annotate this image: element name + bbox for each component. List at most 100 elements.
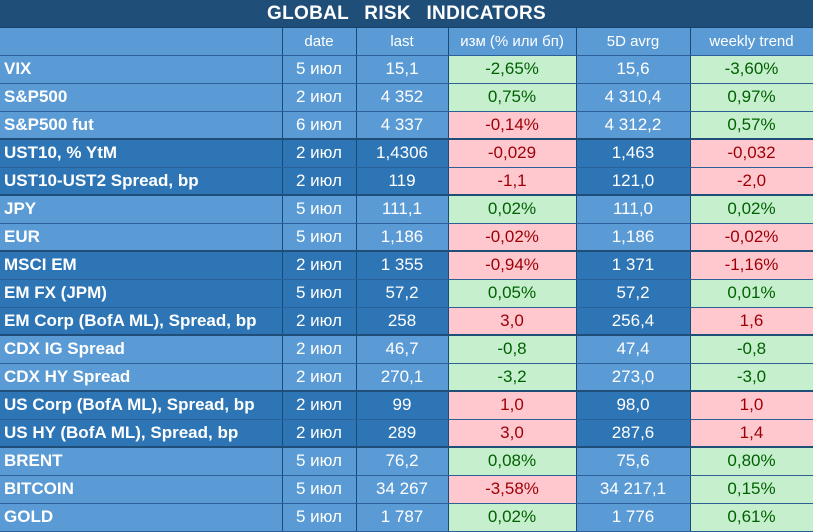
weekly-trend-cell: -0,02% [690,223,813,252]
table-row: UST10, % YtM 2 июл 1,4306 -0,029 1,463 -0,032 [0,138,813,168]
change-cell: -3,2 [448,363,577,392]
indicator-name-cell: CDX IG Spread [0,334,283,364]
five-day-avg-cell: 4 310,4 [576,83,691,112]
five-day-avg-cell: 121,0 [576,167,691,196]
indicator-name-cell: S&P500 fut [0,111,283,140]
weekly-trend-cell: 0,57% [690,111,813,140]
date-cell: 2 июл [282,250,357,280]
table-row: EUR 5 июл 1,186 -0,02% 1,186 -0,02% [0,223,813,252]
date-cell: 2 июл [282,138,357,168]
col-header-change: изм (% или бп) [448,28,577,56]
weekly-trend-cell: 0,15% [690,475,813,504]
indicator-name-cell: BITCOIN [0,475,283,504]
table-row: JPY 5 июл 111,1 0,02% 111,0 0,02% [0,194,813,224]
indicator-name-cell: MSCI EM [0,250,283,280]
last-value-cell: 99 [356,390,449,420]
col-header-weekly-trend: weekly trend [690,28,813,56]
weekly-trend-cell: -3,60% [690,55,813,84]
change-cell: -3,58% [448,475,577,504]
change-cell: 0,05% [448,279,577,308]
weekly-trend-cell: 0,97% [690,83,813,112]
date-cell: 2 июл [282,334,357,364]
last-value-cell: 119 [356,167,449,196]
change-cell: 0,02% [448,503,577,532]
weekly-trend-cell: 1,6 [690,307,813,336]
date-cell: 6 июл [282,111,357,140]
table-row: BITCOIN 5 июл 34 267 -3,58% 34 217,1 0,15% [0,475,813,504]
five-day-avg-cell: 34 217,1 [576,475,691,504]
header-row: date last изм (% или бп) 5D avrg weekly … [0,28,813,56]
weekly-trend-cell: -0,8 [690,334,813,364]
weekly-trend-cell: -2,0 [690,167,813,196]
date-cell: 2 июл [282,419,357,448]
indicator-name-cell: UST10, % YtM [0,138,283,168]
change-cell: 3,0 [448,419,577,448]
date-cell: 2 июл [282,83,357,112]
weekly-trend-cell: 1,0 [690,390,813,420]
col-header-date: date [282,28,357,56]
last-value-cell: 15,1 [356,55,449,84]
date-cell: 2 июл [282,390,357,420]
five-day-avg-cell: 1 371 [576,250,691,280]
date-cell: 5 июл [282,503,357,532]
table-row: CDX IG Spread 2 июл 46,7 -0,8 47,4 -0,8 [0,334,813,364]
last-value-cell: 46,7 [356,334,449,364]
table-row: UST10-UST2 Spread, bp 2 июл 119 -1,1 121,0 -2… [0,167,813,196]
sheet-title: GLOBAL RISK INDICATORS [0,0,813,28]
date-cell: 5 июл [282,475,357,504]
table-row: EM Corp (BofA ML), Spread, bp 2 июл 258 3,0… [0,307,813,336]
table-row: VIX 5 июл 15,1 -2,65% 15,6 -3,60% [0,55,813,84]
indicator-name-cell: GOLD [0,503,283,532]
last-value-cell: 76,2 [356,446,449,476]
indicator-name-cell: EM Corp (BofA ML), Spread, bp [0,307,283,336]
date-cell: 5 июл [282,446,357,476]
change-cell: -0,02% [448,223,577,252]
indicator-name-cell: US Corp (BofA ML), Spread, bp [0,390,283,420]
five-day-avg-cell: 1 776 [576,503,691,532]
five-day-avg-cell: 256,4 [576,307,691,336]
last-value-cell: 258 [356,307,449,336]
date-cell: 5 июл [282,279,357,308]
col-header-last: last [356,28,449,56]
indicator-name-cell: UST10-UST2 Spread, bp [0,167,283,196]
five-day-avg-cell: 47,4 [576,334,691,364]
change-cell: -0,94% [448,250,577,280]
last-value-cell: 111,1 [356,194,449,224]
change-cell: -0,8 [448,334,577,364]
five-day-avg-cell: 15,6 [576,55,691,84]
change-cell: 0,08% [448,446,577,476]
five-day-avg-cell: 1,186 [576,223,691,252]
indicator-name-cell: US HY (BofA ML), Spread, bp [0,419,283,448]
date-cell: 2 июл [282,363,357,392]
last-value-cell: 1 787 [356,503,449,532]
weekly-trend-cell: -1,16% [690,250,813,280]
change-cell: 0,75% [448,83,577,112]
last-value-cell: 270,1 [356,363,449,392]
five-day-avg-cell: 111,0 [576,194,691,224]
col-header-5d-avg: 5D avrg [576,28,691,56]
last-value-cell: 289 [356,419,449,448]
table-row: MSCI EM 2 июл 1 355 -0,94% 1 371 -1,16% [0,250,813,280]
change-cell: -0,029 [448,138,577,168]
indicators-table: date last изм (% или бп) 5D avrg weekly … [0,28,813,532]
date-cell: 5 июл [282,55,357,84]
five-day-avg-cell: 4 312,2 [576,111,691,140]
change-cell: 1,0 [448,390,577,420]
table-row: EM FX (JPM) 5 июл 57,2 0,05% 57,2 0,01% [0,279,813,308]
change-cell: -1,1 [448,167,577,196]
last-value-cell: 1 355 [356,250,449,280]
indicator-name-cell: JPY [0,194,283,224]
indicator-name-cell: VIX [0,55,283,84]
indicator-name-cell: S&P500 [0,83,283,112]
date-cell: 5 июл [282,194,357,224]
last-value-cell: 4 352 [356,83,449,112]
indicator-name-cell: CDX HY Spread [0,363,283,392]
change-cell: 3,0 [448,307,577,336]
five-day-avg-cell: 75,6 [576,446,691,476]
date-cell: 5 июл [282,223,357,252]
weekly-trend-cell: 1,4 [690,419,813,448]
change-cell: 0,02% [448,194,577,224]
indicator-name-cell: EM FX (JPM) [0,279,283,308]
date-cell: 2 июл [282,167,357,196]
